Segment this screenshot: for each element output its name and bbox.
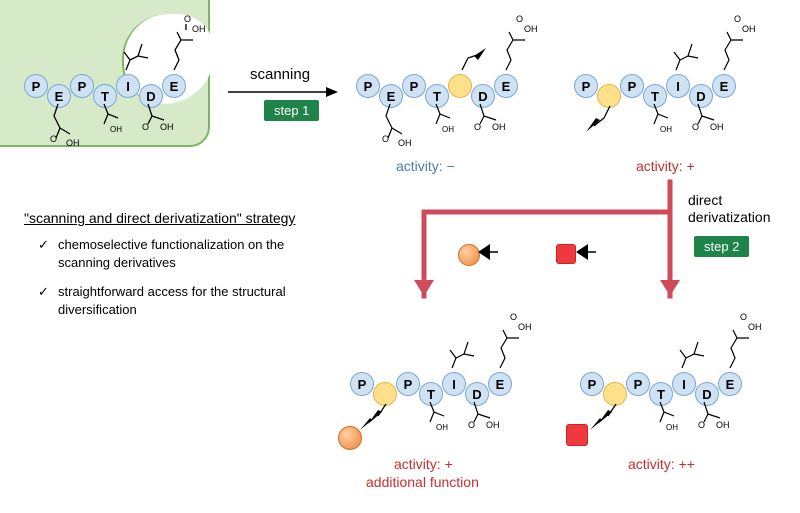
svg-text:O: O	[734, 14, 741, 24]
svg-text:O: O	[382, 134, 389, 144]
activity-minus: activity: −	[396, 158, 455, 175]
red-probe-attached	[566, 424, 588, 446]
bullet-1: chemoselective functionalization on the …	[38, 236, 298, 271]
linker-br	[586, 398, 626, 438]
red-probe-icon	[556, 244, 576, 264]
orange-probe-attached	[338, 426, 362, 450]
scanning-label: scanning	[250, 66, 310, 84]
svg-text:OH: OH	[666, 423, 678, 432]
svg-text:OH: OH	[716, 420, 730, 430]
derivatization-label: direct derivatization	[688, 192, 771, 226]
sidechains-bottom-right: OH O OH OH O	[572, 310, 782, 470]
activity-plus-1: activity: +	[636, 158, 695, 175]
svg-text:OH: OH	[742, 24, 756, 34]
orange-probe-tail	[478, 242, 500, 260]
svg-text:OH: OH	[660, 125, 672, 134]
svg-text:OH: OH	[748, 322, 762, 332]
sidechains-bottom-left: OH O OH OH O	[342, 310, 552, 470]
svg-text:O: O	[474, 122, 481, 132]
sidechains-top-left: OH O OH O OH OH O	[16, 12, 216, 172]
svg-text:O: O	[142, 122, 149, 132]
svg-text:OH: OH	[398, 138, 412, 148]
svg-text:OH: OH	[192, 24, 206, 34]
svg-text:O: O	[184, 14, 191, 24]
linker-bl	[356, 398, 396, 438]
red-probe-tail	[576, 242, 598, 260]
svg-text:O: O	[692, 122, 699, 132]
orange-probe-icon	[458, 244, 480, 266]
svg-text:OH: OH	[442, 125, 454, 134]
activity-bl: activity: +	[394, 456, 453, 473]
red-arrows	[370, 176, 690, 326]
svg-text:OH: OH	[492, 122, 506, 132]
svg-text:O: O	[468, 420, 475, 430]
svg-text:O: O	[740, 312, 747, 322]
svg-text:OH: OH	[518, 322, 532, 332]
svg-text:OH: OH	[66, 138, 80, 148]
svg-text:OH: OH	[710, 122, 724, 132]
step2-badge: step 2	[694, 236, 749, 257]
svg-text:OH: OH	[110, 125, 122, 134]
svg-text:O: O	[510, 312, 517, 322]
svg-text:OH: OH	[524, 24, 538, 34]
svg-text:O: O	[50, 134, 57, 144]
sidechains-top-middle: OH O OH O OH OH O	[348, 12, 548, 172]
strategy-bullets: chemoselective functionalization on the …	[38, 236, 298, 330]
svg-text:OH: OH	[436, 423, 448, 432]
svg-text:O: O	[516, 14, 523, 24]
svg-text:OH: OH	[486, 420, 500, 430]
activity-bl-extra: additional function	[366, 474, 479, 491]
step1-badge: step 1	[264, 100, 319, 121]
svg-text:OH: OH	[160, 122, 174, 132]
activity-br: activity: ++	[628, 456, 695, 473]
strategy-title: "scanning and direct derivatization" str…	[24, 210, 295, 227]
bullet-2: straightforward access for the structura…	[38, 283, 298, 318]
sidechains-top-right: OH O OH OH O	[566, 12, 776, 172]
svg-text:O: O	[698, 420, 705, 430]
